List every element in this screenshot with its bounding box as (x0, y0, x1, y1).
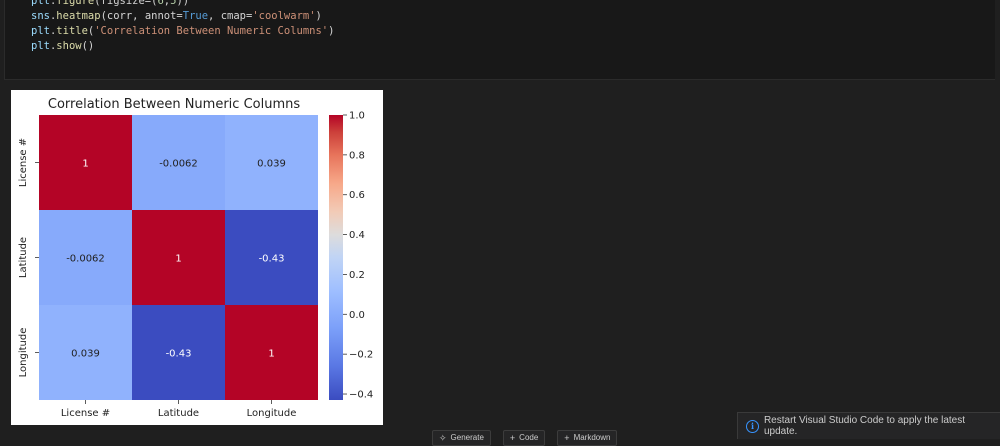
add-markdown-button[interactable]: + Markdown (557, 430, 618, 446)
heatmap-chart: Correlation Between Numeric Columns 1 -0.… (18, 97, 373, 419)
code-token: (corr, annot= (100, 10, 183, 22)
sparkle-icon: ✧ (439, 433, 447, 443)
generate-label: Generate (450, 433, 484, 442)
code-token: True (182, 10, 209, 22)
code-token: title (56, 25, 88, 37)
code-token: 'coolwarm' (252, 10, 316, 22)
colorbar-tick-label: −0.4 (349, 390, 373, 401)
code-token: () (81, 40, 95, 52)
code-token: . (49, 0, 57, 7)
plus-icon: + (564, 433, 570, 443)
code-line: sns.heatmap(corr, annot=True, cmap='cool… (31, 9, 334, 24)
code-token: (figsize=( (94, 0, 158, 7)
heatmap-cell (225, 115, 318, 210)
heatmap-cell (39, 305, 132, 400)
cell-annotation: 1 (82, 159, 88, 170)
code-token: )) (176, 0, 190, 7)
code-token: . (49, 10, 57, 22)
cell-annotation: -0.43 (259, 254, 285, 265)
code-line: plt.title('Correlation Between Numeric C… (31, 24, 334, 39)
info-icon: i (746, 419, 759, 433)
cell-annotation: -0.43 (166, 349, 192, 360)
notification-text: Restart Visual Studio Code to apply the … (763, 415, 965, 437)
markdown-label: Markdown (573, 433, 611, 442)
code-token: , (163, 0, 171, 7)
colorbar-tick-label: 0.6 (349, 190, 365, 201)
col-tick-label: Longitude (247, 408, 297, 419)
colorbar (329, 115, 343, 400)
code-token: 5 (170, 0, 177, 7)
code-token: plt (31, 0, 50, 7)
update-notification[interactable]: i Restart Visual Studio Code to apply th… (737, 412, 1000, 439)
heatmap-cell (39, 115, 132, 210)
code-token: 6 (157, 0, 164, 7)
code-token: ) (328, 25, 335, 37)
code-token: show (56, 40, 82, 52)
heatmap-cell (39, 210, 132, 305)
row-tick-label: Longitude (18, 328, 29, 378)
heatmap-figure: Correlation Between Numeric Columns 1 -0.… (11, 90, 383, 425)
cell-annotation: 0.039 (71, 349, 100, 360)
code-token: sns (31, 10, 50, 22)
plus-icon: + (509, 433, 516, 443)
code-line: plt.figure(figsize=(6,5)) (31, 0, 334, 9)
code-token: 'Correlation Between Numeric Columns' (94, 25, 329, 37)
code-token: plt (31, 40, 50, 52)
code-token: . (49, 25, 57, 37)
cell-annotation: -0.0062 (66, 254, 105, 265)
code-token: figure (56, 0, 95, 7)
col-tick-label: License # (61, 408, 110, 419)
heatmap-cell (132, 115, 225, 210)
heatmap-cell (225, 210, 318, 305)
cell-annotation: 1 (175, 254, 181, 265)
colorbar-tick-label: 0.0 (349, 310, 365, 321)
cell-toolbar: ✧ Generate + Code + Markdown (432, 430, 618, 446)
colorbar-tick-label: 0.8 (349, 150, 365, 161)
code-token: . (49, 40, 57, 52)
colorbar-tick-label: 1.0 (349, 111, 365, 122)
colorbar-tick-label: −0.2 (349, 350, 373, 361)
code-line: plt.show() (31, 39, 334, 54)
code-cell[interactable]: plt.figure(figsize=(6,5)) sns.heatmap(cor… (4, 0, 995, 80)
col-tick-label: Latitude (158, 408, 199, 419)
cell-annotation: 1 (268, 349, 274, 360)
heatmap-cell (132, 305, 225, 400)
code-token: heatmap (56, 10, 101, 22)
colorbar-tick-label: 0.4 (349, 230, 365, 241)
heatmap-cell (132, 210, 225, 305)
heatmap-cell (225, 305, 318, 400)
chart-title: Correlation Between Numeric Columns (48, 97, 300, 112)
colorbar-tick-label: 0.2 (349, 270, 365, 281)
code-token: ( (87, 25, 95, 37)
row-tick-label: Latitude (18, 237, 29, 278)
cell-annotation: 0.039 (257, 159, 286, 170)
code-token: ) (315, 10, 322, 22)
row-tick-label: License # (18, 138, 29, 187)
generate-button[interactable]: ✧ Generate (432, 430, 491, 446)
cell-annotation: -0.0062 (159, 159, 198, 170)
code-token: plt (31, 25, 50, 37)
code-label: Code (519, 433, 539, 442)
code-token: , cmap= (208, 10, 253, 22)
code-editor[interactable]: plt.figure(figsize=(6,5)) sns.heatmap(cor… (31, 0, 334, 54)
add-code-button[interactable]: + Code (502, 430, 546, 446)
